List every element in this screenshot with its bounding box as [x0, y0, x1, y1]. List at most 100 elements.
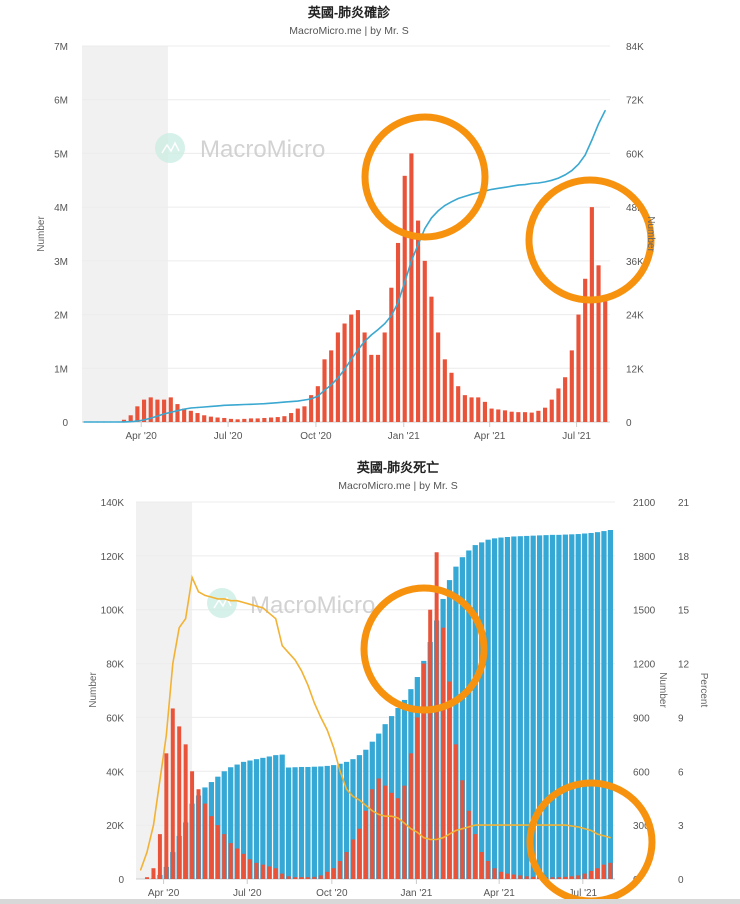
- daily-bar: [556, 877, 561, 879]
- daily-bar: [428, 609, 433, 879]
- left-tick-label: 140K: [101, 498, 125, 509]
- line-point: [249, 603, 251, 605]
- daily-bar: [449, 372, 454, 422]
- left-tick-label: 4M: [54, 203, 68, 214]
- line-point: [216, 405, 219, 407]
- line-point: [370, 334, 372, 336]
- line-point: [313, 702, 315, 704]
- line-point: [604, 109, 606, 112]
- daily-bar: [329, 350, 334, 422]
- daily-bar: [299, 877, 304, 879]
- line-point: [146, 851, 148, 853]
- line-point: [197, 591, 200, 593]
- line-point: [183, 408, 185, 410]
- line-point: [294, 659, 296, 661]
- line-point: [204, 594, 206, 596]
- line-point: [364, 340, 366, 343]
- daily-bar: [235, 848, 240, 879]
- daily-bar: [466, 810, 471, 879]
- line-point: [123, 421, 125, 423]
- cumulative-bar: [530, 535, 536, 879]
- line-point: [170, 411, 172, 413]
- line-point: [571, 825, 573, 827]
- x-tick-label: Oct '20: [300, 431, 332, 442]
- daily-bar: [338, 861, 343, 879]
- line-point: [481, 824, 483, 826]
- line-point: [442, 837, 444, 839]
- left-tick-label: 100K: [101, 606, 125, 617]
- x-tick-label: Jul '21: [569, 888, 598, 899]
- daily-bar: [164, 753, 169, 879]
- cumulative-bar: [331, 765, 337, 879]
- daily-bar: [576, 875, 581, 879]
- line-point: [165, 734, 167, 736]
- daily-bar: [569, 876, 574, 879]
- line-point: [263, 403, 265, 405]
- daily-bar: [267, 866, 272, 879]
- line-point: [143, 419, 145, 421]
- line-point: [196, 406, 199, 409]
- line-point: [404, 281, 406, 283]
- daily-bar: [492, 868, 497, 879]
- line-point: [437, 210, 439, 212]
- right-tick-label: 24K: [626, 311, 644, 322]
- left-tick-label: 120K: [101, 552, 125, 563]
- cumulative-bar: [536, 535, 543, 879]
- cumulative-bar: [485, 539, 491, 879]
- daily-bar: [576, 314, 581, 422]
- x-tick-label: Jul '21: [562, 431, 591, 442]
- line-point: [519, 824, 521, 826]
- daily-bar: [151, 868, 156, 879]
- cumulative-bar: [292, 767, 298, 879]
- daily-bar: [516, 412, 521, 422]
- annotation-circle: [360, 584, 488, 714]
- line-point: [577, 826, 579, 828]
- line-point: [571, 170, 573, 172]
- daily-bar: [396, 798, 401, 879]
- line-point: [223, 404, 225, 406]
- daily-bar: [254, 862, 259, 879]
- line-point: [277, 402, 279, 404]
- daily-bar: [188, 410, 193, 422]
- annotation-circle: [525, 176, 655, 304]
- cumulative-bar: [234, 764, 240, 879]
- daily-bar: [389, 792, 394, 879]
- daily-bar: [182, 408, 187, 422]
- line-point: [343, 368, 346, 370]
- cumulative-bar: [311, 766, 317, 879]
- cumulative-bar: [247, 760, 253, 879]
- line-point: [290, 400, 292, 403]
- daily-bar: [370, 789, 375, 879]
- line-point: [317, 395, 319, 397]
- cumulative-bar: [524, 535, 530, 879]
- daily-bar: [196, 789, 201, 879]
- daily-bar: [608, 862, 613, 879]
- percent-tick-label: 15: [678, 606, 690, 617]
- x-tick-label: Jul '20: [214, 431, 243, 442]
- line-point: [283, 401, 286, 403]
- line-point: [511, 185, 513, 187]
- left-tick-label: 1M: [54, 364, 68, 375]
- line-point: [557, 177, 560, 179]
- daily-bar: [170, 708, 175, 879]
- chart1-left-axis-label: Number: [36, 216, 47, 252]
- line-point: [384, 815, 386, 817]
- line-point: [365, 804, 367, 806]
- cumulative-bar: [305, 766, 311, 879]
- daily-bar: [460, 780, 465, 879]
- daily-bar: [499, 871, 503, 879]
- daily-bar: [563, 377, 568, 422]
- daily-bar: [145, 877, 150, 879]
- cumulative-bar: [228, 767, 234, 879]
- cumulative-bar: [472, 545, 478, 879]
- daily-bar: [408, 753, 413, 879]
- daily-bar: [222, 417, 227, 422]
- cumulative-bar: [479, 542, 485, 879]
- chart1-right-axis-label: Number: [645, 216, 656, 252]
- daily-bar: [543, 407, 548, 422]
- line-point: [584, 828, 586, 830]
- daily-bar: [268, 417, 274, 422]
- horizontal-scrollbar[interactable]: [0, 899, 740, 904]
- line-point: [539, 824, 541, 826]
- cumulative-bar: [298, 766, 305, 879]
